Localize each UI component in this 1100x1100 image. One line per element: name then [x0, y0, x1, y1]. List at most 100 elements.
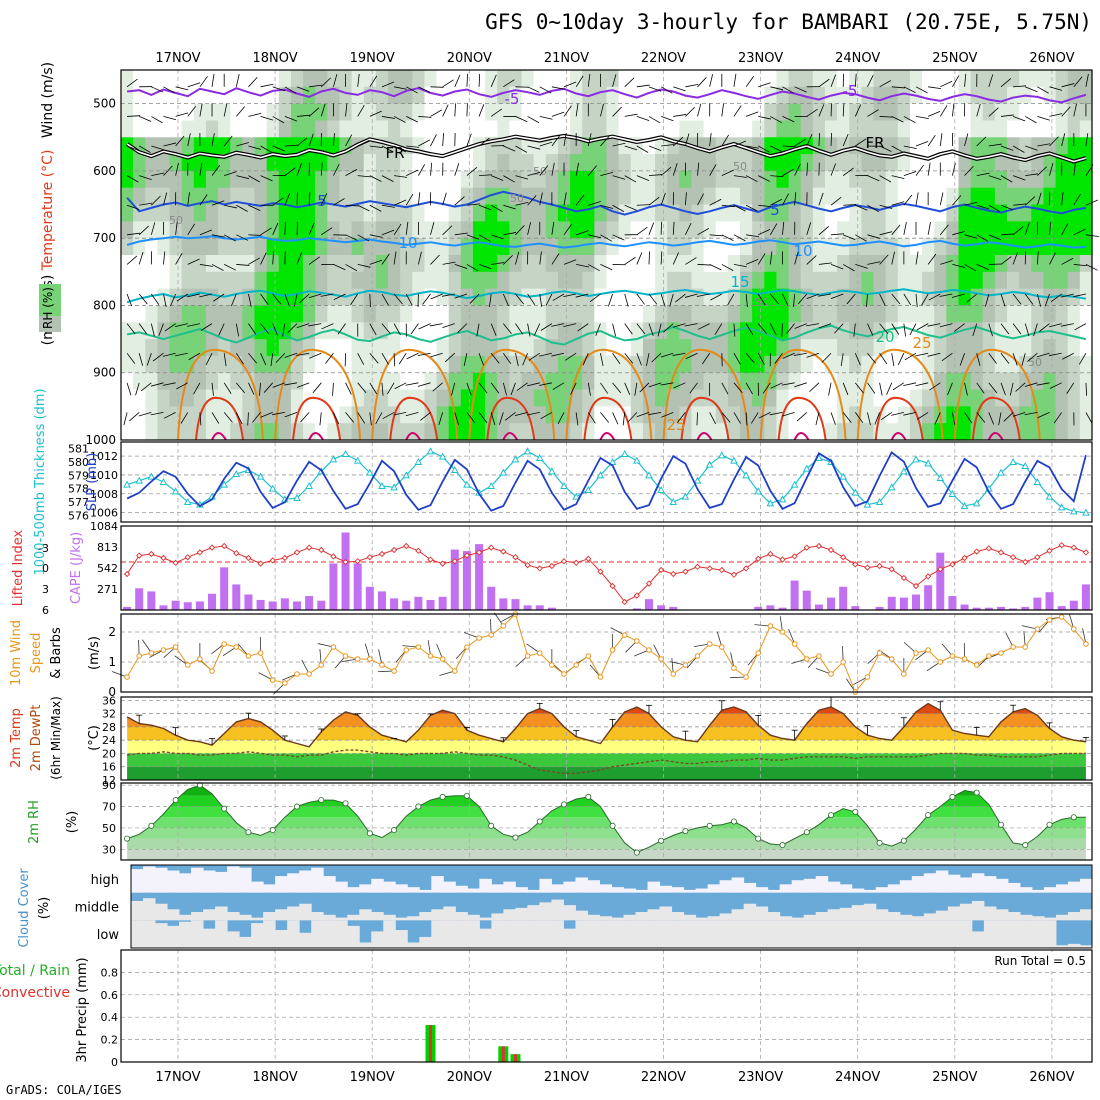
wind-barb	[660, 166, 672, 176]
rh-cell	[618, 372, 632, 391]
thickness-marker	[256, 472, 265, 480]
thickness-marker	[730, 456, 738, 464]
rh-cell	[618, 70, 632, 88]
wind-barb	[438, 412, 444, 425]
rh-cell	[1007, 204, 1020, 222]
rh-cell	[303, 372, 316, 391]
wind-barb	[163, 116, 177, 121]
cloud-axis-unit: (%)	[37, 897, 52, 920]
wind-speed-marker	[973, 662, 980, 668]
wind-tick: 2	[108, 625, 116, 639]
rh-cell	[618, 389, 632, 407]
wind-barb	[126, 145, 140, 152]
contour-label: 25	[912, 334, 931, 352]
rh-cell	[582, 154, 595, 172]
wind-barb	[321, 323, 334, 330]
cloud-clear-cell	[767, 920, 781, 948]
rh-cell	[193, 372, 207, 391]
cloud-clear-cell	[191, 912, 204, 921]
isotherm-30	[389, 396, 439, 441]
wind-barb	[199, 103, 203, 117]
rh-cell	[1007, 389, 1020, 407]
wind-barb	[959, 353, 965, 366]
rh-cell	[497, 204, 510, 222]
wind-barb	[624, 145, 638, 151]
cloud-clear-cell	[371, 912, 384, 921]
wind-speed-marker	[743, 674, 749, 680]
wind-barb	[939, 192, 944, 206]
rh-cell	[570, 154, 583, 172]
rh-cell	[290, 120, 304, 138]
rh-cell	[715, 170, 729, 189]
rh-cell	[157, 103, 171, 122]
wind-barb	[840, 353, 844, 367]
cape-bar	[1033, 597, 1042, 610]
wind-barb	[126, 255, 138, 265]
rh-cell	[557, 103, 571, 122]
wind-barb	[928, 86, 942, 90]
rh-cell	[642, 187, 656, 206]
rh-cell	[922, 103, 935, 122]
cloud-clear-cell	[275, 876, 288, 893]
thickness-marker	[1045, 492, 1054, 500]
wind-barb	[539, 251, 542, 265]
wind-barb	[745, 412, 748, 426]
rh-cell	[1031, 355, 1045, 374]
slp-tick: 1008	[90, 488, 118, 501]
rh-cell	[278, 389, 292, 407]
precip-convective-bar	[429, 1025, 433, 1062]
rh-cell	[618, 305, 632, 323]
rh-cell	[800, 170, 814, 189]
rh-cell	[121, 339, 134, 357]
wind-barb	[940, 260, 953, 265]
rh-cell	[1043, 271, 1057, 290]
wind-barb	[612, 142, 626, 147]
rh-cell	[934, 339, 947, 357]
wind-barb	[830, 293, 844, 300]
wind-barb	[612, 412, 619, 425]
rh-cell	[982, 355, 996, 374]
wind-barb	[369, 204, 382, 212]
wind-barb	[855, 264, 868, 269]
rh-cell	[169, 339, 183, 357]
rh-cell	[642, 355, 656, 374]
wind-barb	[636, 226, 648, 236]
wind-barb	[211, 264, 224, 271]
wind-speed-marker	[524, 653, 531, 659]
cloud-clear-cell	[983, 906, 997, 921]
rh-cell	[849, 187, 862, 206]
rh-cell	[448, 238, 462, 256]
rh-cell	[497, 221, 510, 239]
wind-barb	[964, 264, 977, 272]
rh-cell	[400, 271, 413, 290]
wind-barb	[806, 222, 812, 235]
rh-cell	[849, 389, 862, 407]
wind-barb	[442, 323, 455, 328]
cloud-clear-cell	[827, 909, 841, 921]
rh-cell	[363, 423, 377, 441]
rh-cell	[278, 339, 292, 357]
rh-cell	[193, 170, 207, 189]
wind-barb	[1037, 86, 1049, 94]
wind-barb	[1024, 293, 1034, 305]
rh-cell	[570, 389, 583, 407]
rh-cell	[230, 120, 243, 138]
rh-cell	[533, 120, 547, 138]
rh-cell	[800, 70, 814, 88]
temp-tick: 24	[102, 734, 116, 747]
cloud-clear-cell	[419, 936, 432, 948]
wind-barb	[236, 142, 249, 147]
rh-cell	[873, 120, 887, 138]
rh-cell	[594, 86, 608, 105]
isotherm-30	[583, 396, 633, 441]
wind-barb	[758, 145, 770, 153]
rh-cell	[521, 103, 535, 122]
wind-barb	[1025, 173, 1039, 177]
wind-speed-marker	[585, 653, 592, 659]
wind-barb	[260, 293, 269, 305]
li-marker	[852, 561, 859, 568]
rh-cell	[970, 372, 984, 391]
wind-speed-marker	[561, 671, 567, 677]
isotherm-30	[292, 396, 342, 441]
rh-shading	[121, 70, 1093, 441]
